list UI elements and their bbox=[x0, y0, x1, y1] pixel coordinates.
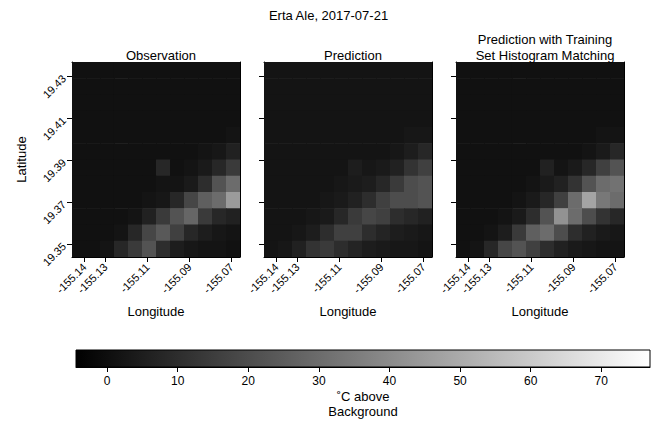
svg-text:0: 0 bbox=[104, 374, 111, 388]
svg-text:Observation: Observation bbox=[126, 48, 196, 63]
svg-text:19.35: 19.35 bbox=[40, 240, 68, 268]
svg-text:-155.11: -155.11 bbox=[502, 261, 536, 295]
svg-text:70: 70 bbox=[595, 374, 609, 388]
svg-text:19.37: 19.37 bbox=[40, 198, 68, 226]
svg-text:˚C above: ˚C above bbox=[337, 389, 390, 404]
svg-text:Longitude: Longitude bbox=[319, 304, 376, 319]
svg-text:19.41: 19.41 bbox=[40, 114, 68, 142]
svg-text:-155.07: -155.07 bbox=[585, 261, 620, 296]
svg-text:Background: Background bbox=[328, 404, 397, 419]
svg-text:Longitude: Longitude bbox=[511, 304, 568, 319]
svg-text:-155.13: -155.13 bbox=[75, 261, 110, 296]
svg-text:-155.14: -155.14 bbox=[54, 260, 89, 296]
svg-text:-155.13: -155.13 bbox=[459, 261, 494, 296]
svg-text:10: 10 bbox=[171, 374, 185, 388]
svg-text:19.43: 19.43 bbox=[40, 72, 68, 100]
svg-text:50: 50 bbox=[453, 374, 467, 388]
svg-text:Erta Ale, 2017-07-21: Erta Ale, 2017-07-21 bbox=[269, 8, 388, 23]
svg-text:30: 30 bbox=[312, 374, 326, 388]
svg-text:60: 60 bbox=[524, 374, 538, 388]
svg-text:Prediction: Prediction bbox=[324, 48, 382, 63]
svg-text:-155.11: -155.11 bbox=[118, 261, 152, 295]
svg-text:-155.07: -155.07 bbox=[393, 261, 428, 296]
svg-text:19.39: 19.39 bbox=[40, 156, 68, 184]
svg-text:-155.13: -155.13 bbox=[267, 261, 302, 296]
svg-text:-155.09: -155.09 bbox=[159, 261, 194, 296]
svg-text:Prediction with Training: Prediction with Training bbox=[478, 32, 612, 47]
svg-text:-155.09: -155.09 bbox=[351, 261, 386, 296]
svg-text:-155.11: -155.11 bbox=[310, 261, 344, 295]
svg-text:-155.07: -155.07 bbox=[201, 261, 236, 296]
svg-text:Latitude: Latitude bbox=[14, 136, 29, 182]
svg-text:Longitude: Longitude bbox=[127, 304, 184, 319]
svg-text:-155.14: -155.14 bbox=[246, 260, 281, 296]
svg-text:-155.14: -155.14 bbox=[438, 260, 473, 296]
svg-text:-155.09: -155.09 bbox=[543, 261, 578, 296]
svg-text:Set Histogram Matching: Set Histogram Matching bbox=[476, 48, 615, 63]
svg-text:40: 40 bbox=[383, 374, 397, 388]
svg-text:20: 20 bbox=[242, 374, 256, 388]
